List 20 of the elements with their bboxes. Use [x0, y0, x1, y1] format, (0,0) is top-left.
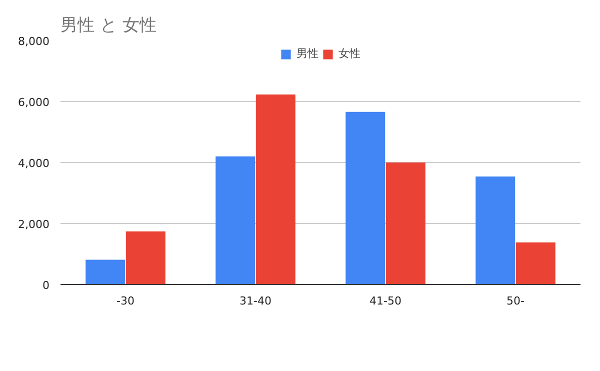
- y-tick-label: 8,000: [18, 35, 50, 48]
- chart-title: 男性 と 女性: [60, 16, 156, 36]
- x-tick-label: -30: [116, 294, 134, 308]
- x-tick-label: 50-: [506, 294, 525, 308]
- bar: [516, 242, 556, 284]
- legend-label: 男性: [296, 46, 318, 61]
- bar: [476, 176, 516, 284]
- bar: [386, 162, 426, 284]
- bar: [346, 112, 386, 284]
- bar: [256, 94, 296, 284]
- x-tick-label: 31-40: [240, 294, 272, 308]
- bar: [86, 260, 126, 284]
- bar: [126, 231, 166, 284]
- y-tick-label: 4,000: [18, 157, 50, 170]
- y-tick-label: 2,000: [18, 218, 50, 231]
- bar: [216, 156, 256, 284]
- legend-label: 女性: [338, 46, 360, 61]
- y-tick-label: 6,000: [18, 96, 50, 109]
- y-tick-label: 0: [42, 279, 50, 292]
- x-tick-label: 41-50: [370, 294, 402, 308]
